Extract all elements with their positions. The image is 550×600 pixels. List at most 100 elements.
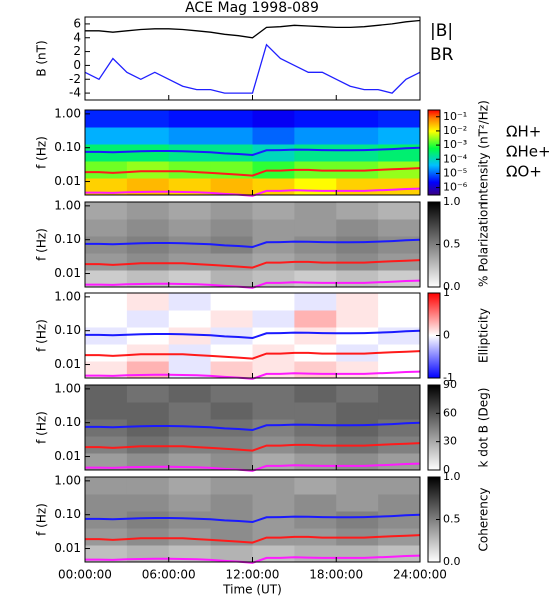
y-tick-label: 0.01 bbox=[54, 449, 81, 463]
heatmap-cell bbox=[294, 144, 337, 162]
y-tick-label: 0.10 bbox=[54, 507, 81, 521]
heatmap-cell bbox=[210, 453, 253, 471]
colorbar-label: Ellipticity bbox=[477, 308, 491, 363]
colorbar-tick-label: 1.0 bbox=[443, 195, 461, 208]
colorbar-label: Coherency bbox=[477, 487, 491, 551]
heatmap-cell bbox=[85, 178, 128, 196]
heatmap-cell bbox=[126, 293, 170, 311]
heatmap-cell bbox=[85, 110, 128, 128]
heatmap-cell bbox=[294, 327, 337, 345]
heatmap-cell bbox=[336, 545, 379, 563]
heatmap-cell bbox=[336, 477, 379, 495]
heatmap-cell bbox=[210, 310, 253, 328]
heatmap-cell bbox=[85, 361, 128, 379]
heatmap-cell bbox=[168, 477, 212, 495]
heatmap-cell bbox=[85, 494, 128, 512]
heatmap-cell bbox=[85, 402, 128, 420]
colorbar-tick-label: 90 bbox=[443, 378, 457, 391]
x-axis-label: Time (UT) bbox=[222, 583, 282, 597]
colorbar-label: % Polarization bbox=[477, 202, 491, 287]
heatmap-cell bbox=[168, 327, 212, 345]
heatmap-cell bbox=[378, 385, 421, 403]
colorbar-tick-label: 10⁻³ bbox=[443, 138, 467, 151]
legend-entry: ΩHe+ bbox=[506, 143, 550, 161]
heatmap-cell bbox=[378, 219, 421, 237]
heatmap-cell bbox=[168, 161, 212, 179]
gyrofrequency-line bbox=[85, 350, 421, 360]
gyrofrequency-line bbox=[85, 554, 421, 564]
heatmap-cell bbox=[336, 310, 379, 328]
colorbar-tick-label: 1.0 bbox=[443, 470, 461, 483]
colorbar-tick-label: -1 bbox=[443, 371, 454, 384]
y-axis-label: f (Hz) bbox=[35, 411, 49, 444]
heatmap-cell bbox=[168, 110, 212, 128]
colorbar-tick-label: 60 bbox=[443, 406, 457, 419]
x-tick-label: 00:00:00 bbox=[58, 568, 112, 582]
heatmap-cell bbox=[378, 402, 421, 420]
x-tick-label: 12:00:00 bbox=[226, 568, 280, 582]
gyrofrequency-line bbox=[85, 259, 421, 269]
y-tick-label: 0.01 bbox=[54, 357, 81, 371]
heatmap-cell bbox=[294, 310, 337, 328]
colorbar-tick-label: 0.0 bbox=[443, 555, 461, 568]
y-tick-label: 0.10 bbox=[54, 415, 81, 429]
heatmap-cell bbox=[252, 236, 295, 254]
heatmap-cell bbox=[126, 202, 170, 220]
heatmap-cell bbox=[294, 178, 337, 196]
colorbar-tick-label: 0.5 bbox=[443, 238, 461, 251]
heatmap-cell bbox=[168, 528, 212, 546]
heatmap-cell bbox=[378, 270, 421, 288]
heatmap-cell bbox=[210, 202, 253, 220]
gyrofrequency-line bbox=[85, 370, 421, 380]
heatmap-cell bbox=[168, 310, 212, 328]
gyrofrequency-line bbox=[85, 329, 421, 340]
heatmap-cell bbox=[336, 236, 379, 254]
heatmap-cell bbox=[252, 494, 295, 512]
heatmap-cell bbox=[336, 178, 379, 196]
heatmap-cell bbox=[126, 436, 170, 454]
heatmap-cell bbox=[378, 293, 421, 311]
heatmap-cell bbox=[210, 293, 253, 311]
heatmap-cell bbox=[378, 110, 421, 128]
heatmap-cell bbox=[85, 161, 128, 179]
heatmap-cell bbox=[126, 110, 170, 128]
heatmap-cell bbox=[252, 310, 295, 328]
heatmap-cell bbox=[168, 202, 212, 220]
heatmap-cell bbox=[85, 293, 128, 311]
heatmap-cell bbox=[378, 236, 421, 254]
heatmap-cell bbox=[126, 127, 170, 145]
heatmap-cell bbox=[168, 127, 212, 145]
heatmap-cell bbox=[378, 477, 421, 495]
y-tick-label: 2 bbox=[73, 44, 81, 58]
y-tick-label: 0.10 bbox=[54, 323, 81, 337]
heatmap-cell bbox=[252, 110, 295, 128]
legend-entry: BR bbox=[430, 45, 454, 65]
data-line bbox=[84, 43, 421, 94]
heatmap-cell bbox=[336, 453, 379, 471]
heatmap-cell bbox=[126, 144, 170, 162]
y-tick-label: 0.10 bbox=[54, 140, 81, 154]
heatmap-cell bbox=[210, 361, 253, 379]
heatmap-cell bbox=[294, 545, 337, 563]
legend-entry: |B| bbox=[430, 21, 453, 41]
heatmap-cell bbox=[336, 402, 379, 420]
heatmap-cell bbox=[210, 178, 253, 196]
heatmap-cell bbox=[336, 270, 379, 288]
heatmap-cell bbox=[126, 402, 170, 420]
heatmap-cell bbox=[378, 453, 421, 471]
x-tick-label: 24:00:00 bbox=[393, 568, 447, 582]
colorbar-tick-label: 10⁻⁵ bbox=[443, 166, 467, 179]
colorbar-tick-label: 0.5 bbox=[443, 513, 461, 526]
heatmap-cell bbox=[85, 253, 128, 271]
y-tick-label: 6 bbox=[73, 16, 81, 30]
heatmap-cell bbox=[378, 327, 421, 345]
heatmap-cell bbox=[168, 144, 212, 162]
heatmap-cell bbox=[85, 127, 128, 145]
heatmap-cell bbox=[336, 110, 379, 128]
heatmap-cell bbox=[336, 127, 379, 145]
heatmap-cell bbox=[85, 477, 128, 495]
heatmap-cell bbox=[294, 127, 337, 145]
heatmap-cell bbox=[168, 236, 212, 254]
heatmap-cell bbox=[294, 236, 337, 254]
y-axis-label: f (Hz) bbox=[35, 136, 49, 169]
